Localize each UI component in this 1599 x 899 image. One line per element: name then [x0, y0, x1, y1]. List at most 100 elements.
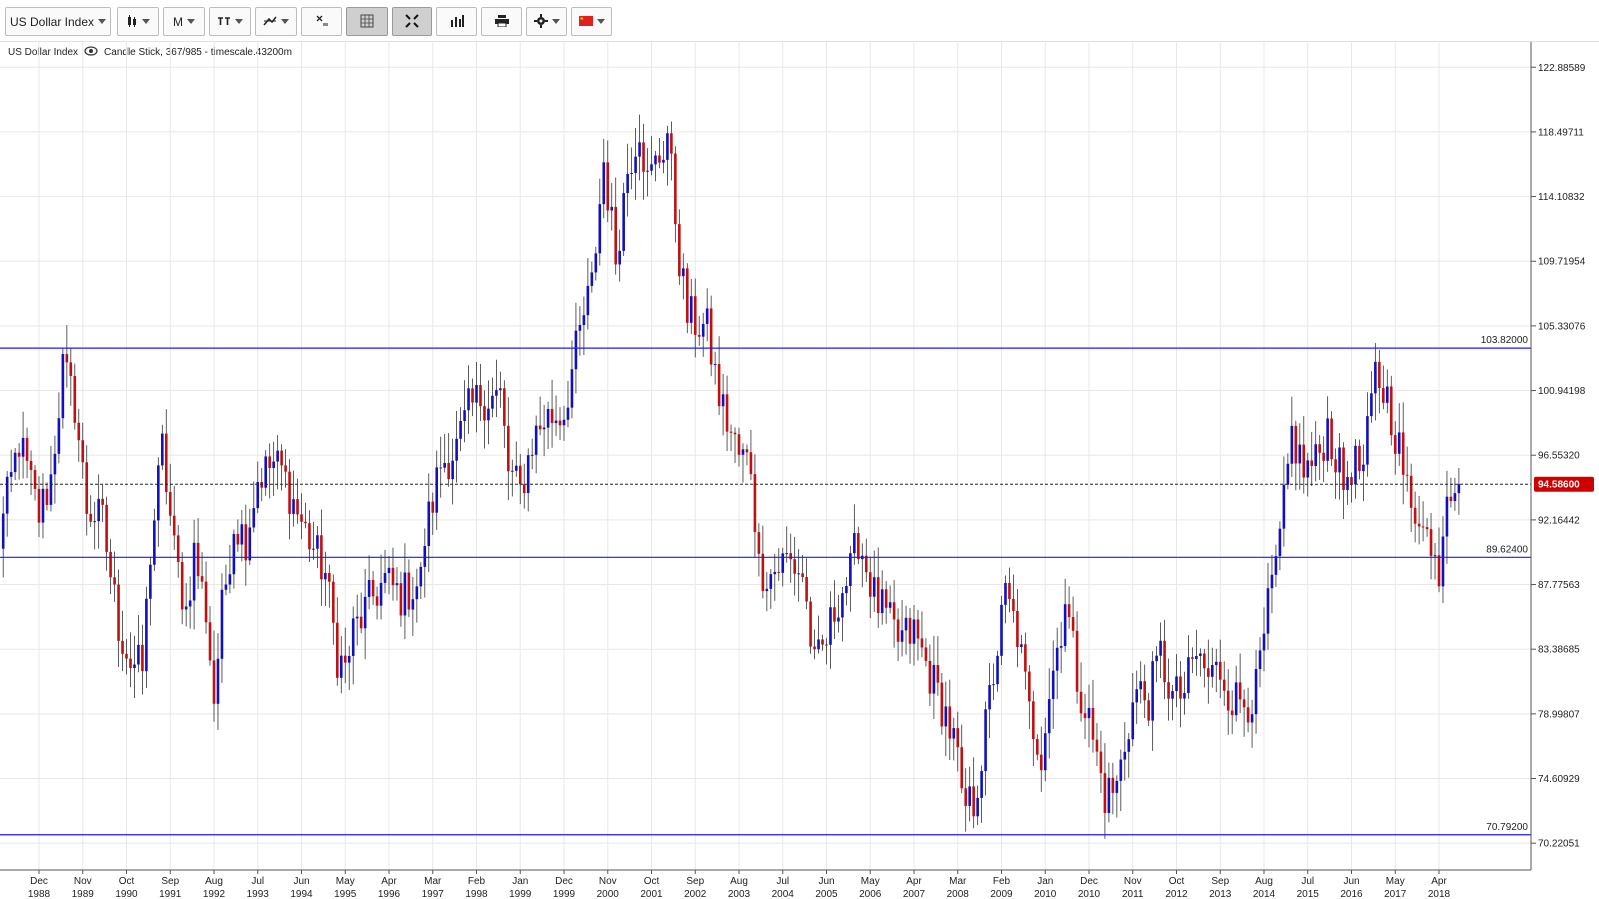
candle-body [1131, 702, 1135, 740]
candle-body [57, 418, 61, 454]
candle-body [121, 640, 124, 654]
candle-body [857, 533, 860, 560]
candle-body [880, 589, 884, 614]
candle-body [801, 573, 804, 577]
candle-body [757, 532, 761, 554]
time-tick-month: Nov [1124, 876, 1142, 887]
candle-body [192, 542, 196, 601]
period-dropdown[interactable]: M [163, 7, 205, 36]
candle-body [355, 616, 359, 619]
candle-body [1028, 671, 1031, 702]
grid-icon [360, 14, 374, 30]
time-tick-month: Jul [776, 876, 789, 887]
candle-body [920, 638, 924, 648]
candle-body [268, 456, 271, 469]
price-tick-label: 105.33076 [1538, 321, 1586, 332]
candle-body [1000, 604, 1003, 656]
time-tick-month: Aug [205, 876, 223, 887]
time-tick-year: 2010 [1078, 889, 1101, 899]
indicator-button[interactable] [209, 7, 251, 36]
candle-body [1449, 496, 1453, 502]
candle-body [813, 646, 816, 650]
candle-body [646, 170, 649, 172]
candle-body [45, 488, 49, 505]
volume-button[interactable] [436, 7, 477, 36]
candle-body [805, 576, 808, 602]
candle-body [1433, 555, 1437, 557]
candle-body [741, 449, 745, 455]
candle-body [1151, 661, 1154, 721]
language-button[interactable] [571, 7, 612, 36]
candle-body [697, 334, 701, 337]
candle-body [518, 465, 522, 485]
candle-body [582, 315, 586, 325]
candle-body [1242, 699, 1246, 708]
candle-body [650, 164, 653, 171]
candle-body [658, 155, 661, 163]
time-tick-month: May [1386, 876, 1405, 887]
candle-body [960, 747, 964, 789]
toolbar: US Dollar Index M [0, 0, 1599, 42]
drawing-tools-button[interactable] [255, 7, 297, 36]
candle-body [761, 553, 765, 592]
candle-body [73, 375, 77, 423]
time-tick-year: 2012 [1165, 889, 1188, 899]
fullscreen-button[interactable] [392, 7, 432, 36]
candle-body [1437, 555, 1441, 587]
price-tick-label: 74.60929 [1538, 774, 1580, 785]
candle-body [145, 598, 148, 672]
print-button[interactable] [481, 7, 522, 36]
candle-body [992, 684, 995, 686]
candle-body [1258, 650, 1262, 670]
candle-body [236, 533, 240, 545]
grid-toggle-button[interactable] [346, 7, 388, 36]
clear-drawings-button[interactable] [301, 7, 342, 36]
price-chart[interactable]: 103.82000 89.62400 70.79200 122.88589 118.4… [0, 42, 1599, 899]
time-tick-month: May [336, 876, 355, 887]
candle-body [1047, 699, 1051, 734]
candle-body [129, 658, 132, 669]
candle-body [379, 582, 383, 606]
candle-body [1043, 733, 1047, 771]
candle-body [1008, 582, 1011, 599]
candle-body [1179, 676, 1182, 699]
flag-icon [578, 15, 593, 28]
candle-body [1338, 447, 1341, 473]
time-tick-month: Dec [1080, 876, 1098, 887]
candle-body [1270, 574, 1274, 589]
candle-body [1409, 475, 1413, 508]
chevron-down-icon [596, 19, 605, 24]
symbol-dropdown[interactable]: US Dollar Index [5, 7, 111, 36]
time-tick-month: May [861, 876, 880, 887]
chevron-down-icon [142, 19, 150, 24]
candle-body [908, 617, 912, 644]
candle-body [872, 577, 876, 597]
time-tick-month: Aug [730, 876, 748, 887]
candle-body [1095, 739, 1099, 752]
candle-body [1103, 773, 1107, 814]
candle-body [308, 523, 311, 550]
candle-body [507, 425, 510, 472]
candle-body [29, 460, 33, 471]
candle-body [109, 551, 112, 578]
candle-body [1155, 655, 1158, 662]
time-tick-year: 2018 [1428, 889, 1451, 899]
candle-body [570, 369, 574, 408]
time-tick-year: 2010 [1034, 889, 1057, 899]
candle-body [1314, 444, 1318, 467]
eye-icon[interactable] [84, 46, 98, 59]
candle-body [312, 548, 315, 550]
time-tick-month: Feb [993, 876, 1011, 887]
settings-button[interactable] [526, 7, 567, 36]
candle-body [1421, 526, 1425, 528]
candle-body [821, 639, 824, 645]
candle-body [1382, 387, 1385, 403]
candle-body [678, 224, 681, 277]
chart-type-button[interactable] [117, 7, 159, 36]
candle-body [606, 162, 610, 211]
candle-body [1063, 604, 1067, 647]
candle-body [256, 481, 260, 509]
candle-body [566, 407, 570, 420]
candle-body [1238, 682, 1242, 700]
candle-body [1024, 644, 1027, 672]
